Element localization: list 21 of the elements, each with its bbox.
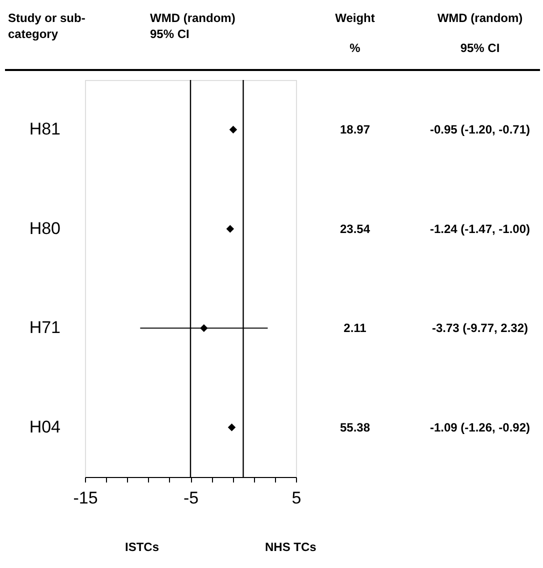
data-label: -1.24 (-1.47, -1.00): [430, 222, 530, 236]
text: 55.38: [340, 420, 370, 434]
text: NHS TCs: [265, 540, 317, 554]
text: 23.54: [340, 222, 370, 236]
data-label: -1.09 (-1.26, -0.92): [430, 420, 530, 434]
data-label: -0.95 (-1.20, -0.71): [430, 122, 530, 137]
text: 2.11: [344, 321, 367, 336]
y-tick-label: H80: [29, 218, 60, 238]
text: Weight %: [335, 11, 375, 55]
x-tick-label: -15: [73, 488, 98, 508]
text: ISTCs: [125, 540, 160, 554]
x-tick-label: -5: [183, 488, 199, 508]
y-tick-label: H04: [29, 417, 60, 436]
chart-title: WMD (random) 95% CI: [150, 11, 236, 41]
data-label: -3.73 (-9.77, 2.32): [432, 321, 528, 336]
text: WMD (random) 95% CI: [437, 11, 523, 55]
text: 18.97: [340, 122, 370, 137]
y-tick-label: H71: [29, 318, 60, 338]
y-axis-title: Study or sub- category: [8, 11, 86, 41]
y-tick-label: H81: [29, 120, 60, 139]
x-tick-label: 5: [292, 488, 302, 508]
